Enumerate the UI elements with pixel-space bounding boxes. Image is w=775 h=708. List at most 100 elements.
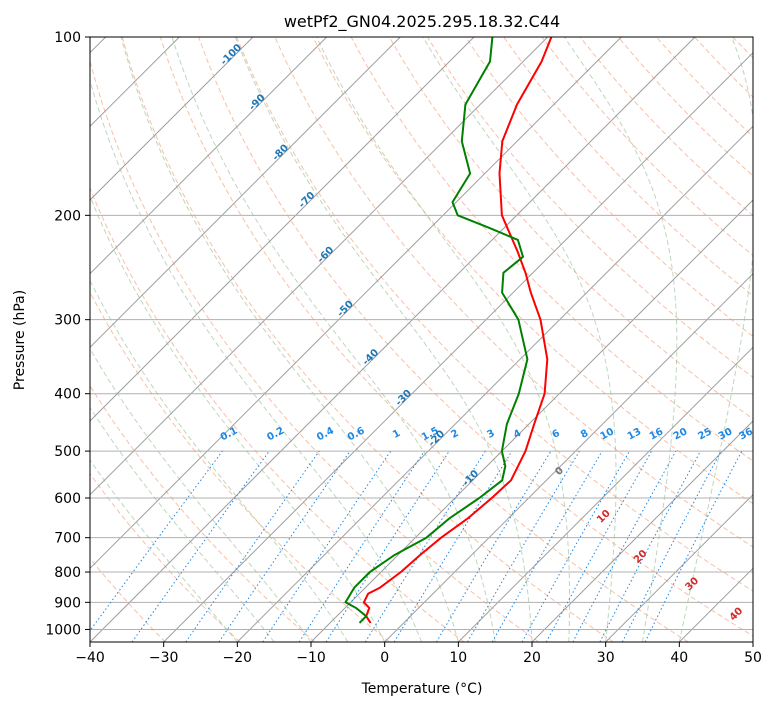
dry-adiabat: [732, 37, 753, 59]
mixing-ratio-line: [262, 450, 392, 642]
isotherm-label: -30: [394, 388, 415, 409]
isotherm-gridline: [90, 37, 475, 422]
x-tick-label: −20: [223, 650, 253, 666]
isotherm-gridline: [236, 125, 753, 642]
dry-adiabat: [198, 37, 753, 637]
isotherm-gridline: [605, 493, 753, 642]
y-tick-label: 300: [54, 313, 81, 329]
dry-adiabat: [90, 557, 166, 642]
isotherm-gridline: [531, 420, 753, 642]
mixing-ratio-line: [218, 450, 351, 642]
mixing-ratio-line: [435, 450, 552, 642]
moist-adiabat: [90, 406, 275, 642]
chart-title: wetPf2_GN04.2025.295.18.32.C44: [284, 12, 560, 32]
mixing-ratio-line: [572, 450, 677, 642]
mixing-ratio-label: 3: [485, 428, 496, 441]
dry-adiabat-label: 20: [632, 548, 650, 566]
y-tick-label: 800: [54, 565, 81, 581]
isotherm-gridline: [90, 37, 549, 496]
dry-adiabat: [90, 384, 316, 642]
mixing-ratio-label: 10: [598, 426, 615, 442]
isotherm-gridline: [90, 37, 622, 570]
dry-adiabat-label: 40: [728, 606, 746, 624]
moist-adiabat: [90, 347, 312, 642]
dry-adiabat: [426, 37, 753, 378]
x-tick-label: 10: [449, 650, 467, 666]
moist-adiabat: [316, 37, 570, 642]
x-tick-label: 0: [380, 650, 389, 666]
x-tick-label: 50: [744, 650, 762, 666]
mixing-ratio-line: [644, 450, 743, 642]
moist-adiabat: [120, 37, 459, 642]
mixing-ratio-label: 20: [672, 426, 689, 442]
dry-adiabat: [541, 37, 753, 257]
x-axis-label: Temperature (°C): [361, 681, 483, 697]
moist-adiabat: [171, 37, 496, 642]
mixing-ratio-label: 4: [512, 428, 523, 441]
profiles: [344, 37, 553, 624]
mixing-ratio-line: [621, 450, 722, 642]
mixing-ratio-label: 6: [551, 428, 562, 441]
y-tick-label: 500: [54, 444, 81, 460]
mixing-ratio-label: 0.6: [346, 425, 367, 443]
isotherm-label: -80: [271, 143, 292, 164]
isotherm-gridline: [163, 51, 753, 642]
mixing-ratio-line: [298, 450, 425, 642]
x-axis: −40 −30 −20 −10 0 10 20 30 40 50: [75, 642, 762, 666]
dry-adiabat: [121, 37, 614, 642]
x-tick-label: 20: [523, 650, 541, 666]
dry-adiabat: [159, 37, 689, 642]
dry-adiabat: [274, 37, 753, 548]
isotherm-gridline: [90, 37, 328, 275]
isotherm-gridline: [90, 37, 696, 642]
moist-adiabat: [678, 37, 753, 642]
y-tick-label: 1000: [45, 622, 81, 638]
dry-adiabat-label: 30: [684, 575, 702, 593]
isotherm-gridline: [678, 567, 753, 642]
dry-adiabat: [90, 472, 241, 642]
isotherm-label: -90: [247, 92, 268, 113]
dry-adiabat: [90, 186, 465, 642]
mixing-ratio-line: [185, 450, 320, 642]
x-tick-label: 30: [597, 650, 615, 666]
isotherm-label: -70: [297, 190, 318, 211]
x-tick-label: −10: [296, 650, 326, 666]
mixing-ratio-label: 1: [391, 428, 402, 441]
mixing-ratio-label: 0.4: [315, 425, 336, 443]
dry-adiabat: [236, 37, 753, 592]
y-axis: 100 200 300 400 500 600 700 800 900 1000: [45, 30, 90, 638]
mixing-ratio-label: 25: [696, 426, 713, 442]
mixing-ratio-line: [521, 450, 630, 642]
y-tick-label: 400: [54, 387, 81, 403]
grid: [90, 37, 753, 642]
mixing-ratio-label: 13: [626, 426, 643, 442]
dry-adiabat: [90, 291, 390, 642]
mixing-ratio-line: [90, 450, 223, 632]
mixing-ratio-line: [545, 450, 653, 642]
x-tick-label: 40: [670, 650, 688, 666]
y-tick-label: 200: [54, 208, 81, 224]
dry-adiabat: [388, 37, 753, 420]
y-tick-label: 900: [54, 595, 81, 611]
isotherm-gridline: [752, 641, 753, 642]
x-tick-label: −30: [149, 650, 179, 666]
moist-adiabat: [422, 37, 617, 642]
mixing-ratio-label: 0.2: [265, 425, 286, 443]
mixing-ratio-line: [131, 450, 270, 642]
dry-adiabat: [503, 37, 753, 297]
isotherm-gridline: [90, 37, 254, 201]
temperature-line: [362, 37, 553, 624]
y-axis-label: Pressure (hPa): [12, 290, 28, 390]
mixing-ratio-line: [325, 450, 450, 642]
isotherm-gridline: [457, 346, 753, 642]
moist-adiabat: [563, 37, 678, 642]
mixing-ratio-label: 16: [648, 426, 665, 442]
dry-adiabat: [656, 37, 753, 138]
dewpoint-line: [344, 37, 529, 624]
mixing-ratio-label: 36: [737, 426, 754, 442]
inline-labels: 0.1 0.2 0.4 0.6 1 1.5 2 3 4 6 8 10 13 16 20 25 30 36-100-…: [219, 42, 755, 623]
plot-frame: [89, 36, 754, 643]
dry-adiabat: [694, 37, 753, 98]
x-tick-label: −40: [75, 650, 105, 666]
dry-adiabat: [771, 37, 775, 642]
